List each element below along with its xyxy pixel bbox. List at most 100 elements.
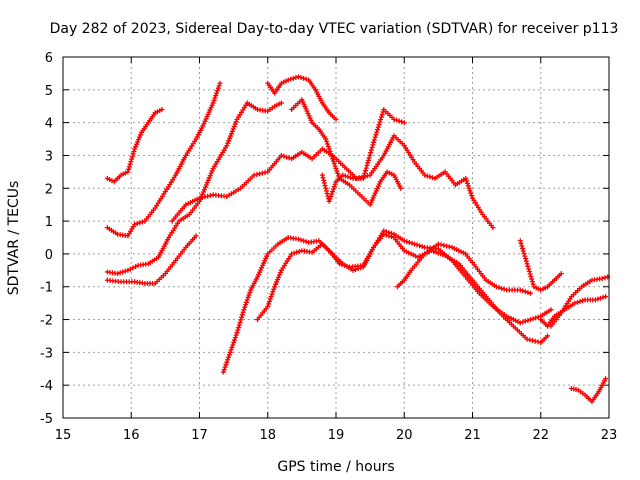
data-point [130, 151, 136, 157]
data-point [204, 180, 210, 186]
data-point [122, 268, 128, 274]
data-point [285, 77, 291, 83]
data-point [277, 270, 283, 276]
data-point [323, 188, 329, 194]
data-point [276, 272, 282, 278]
data-point [210, 100, 216, 106]
data-point [238, 317, 244, 323]
data-point [129, 156, 135, 162]
data-point [334, 168, 340, 174]
series-track-11 [394, 241, 534, 296]
data-point [525, 263, 531, 269]
data-point [332, 163, 338, 169]
data-point [580, 298, 586, 304]
data-point [404, 239, 410, 245]
data-point [207, 192, 213, 198]
data-point [523, 256, 529, 262]
data-point [199, 194, 205, 200]
data-point [399, 119, 405, 125]
data-point [529, 276, 535, 282]
data-point [206, 175, 212, 181]
data-point [366, 155, 372, 161]
data-point [391, 116, 397, 122]
data-point [603, 376, 609, 382]
data-point [211, 97, 217, 103]
data-point [330, 186, 336, 192]
data-point [275, 274, 281, 280]
data-point [321, 177, 327, 183]
y-tick-label: -3 [40, 346, 53, 361]
data-point [331, 184, 337, 190]
data-point [358, 265, 364, 271]
data-point [444, 243, 450, 249]
data-point [228, 131, 234, 137]
data-point [535, 314, 541, 320]
data-point [528, 317, 534, 323]
data-point [518, 240, 524, 246]
y-tick-label: -4 [40, 379, 53, 394]
series-track-15 [568, 376, 609, 405]
data-point [379, 112, 385, 118]
data-point [597, 295, 603, 301]
data-point [231, 340, 237, 346]
data-point [374, 127, 380, 133]
data-point [376, 122, 382, 128]
data-point [465, 183, 471, 189]
data-point [208, 170, 214, 176]
data-point [205, 177, 211, 183]
data-point [296, 248, 302, 254]
data-point [135, 139, 141, 145]
data-point [322, 183, 328, 189]
data-point [226, 352, 232, 358]
data-point [200, 189, 206, 195]
data-point [246, 292, 252, 298]
data-point [330, 156, 336, 162]
data-point [467, 188, 473, 194]
data-point [388, 234, 394, 240]
x-tick-label: 17 [191, 428, 208, 443]
data-point [355, 266, 361, 272]
data-point [226, 354, 232, 360]
data-point [424, 173, 430, 179]
data-point [446, 244, 452, 250]
x-tick-label: 20 [396, 428, 413, 443]
data-point [159, 107, 165, 113]
data-point [274, 279, 280, 285]
data-point [364, 163, 370, 169]
data-point [417, 243, 423, 249]
data-point [226, 138, 232, 144]
data-point [519, 243, 525, 249]
data-point [365, 160, 371, 166]
data-point [323, 185, 329, 191]
data-point [371, 139, 377, 145]
data-point [239, 312, 245, 318]
data-point [398, 185, 404, 191]
data-point [520, 319, 526, 325]
data-point [224, 359, 230, 365]
data-point [329, 191, 335, 197]
data-point [572, 300, 578, 306]
y-axis-label: SDTVAR / TECUs [6, 181, 22, 296]
data-point [438, 242, 444, 248]
data-point [223, 362, 229, 368]
data-point [203, 182, 209, 188]
data-point [523, 258, 529, 264]
data-point [295, 74, 301, 80]
x-tick-label: 23 [601, 428, 618, 443]
data-point [535, 339, 541, 345]
y-tick-label: 4 [45, 117, 53, 132]
data-point [270, 289, 276, 295]
data-point [530, 338, 536, 344]
data-point [375, 124, 381, 130]
data-point [227, 135, 233, 141]
data-point [501, 286, 507, 292]
y-tick-label: 2 [45, 182, 53, 197]
data-point [323, 136, 329, 142]
data-point [254, 171, 260, 177]
data-point [291, 250, 297, 256]
series-track-12 [517, 238, 564, 293]
data-point [530, 316, 536, 322]
data-point [284, 154, 290, 160]
data-point [345, 174, 351, 180]
